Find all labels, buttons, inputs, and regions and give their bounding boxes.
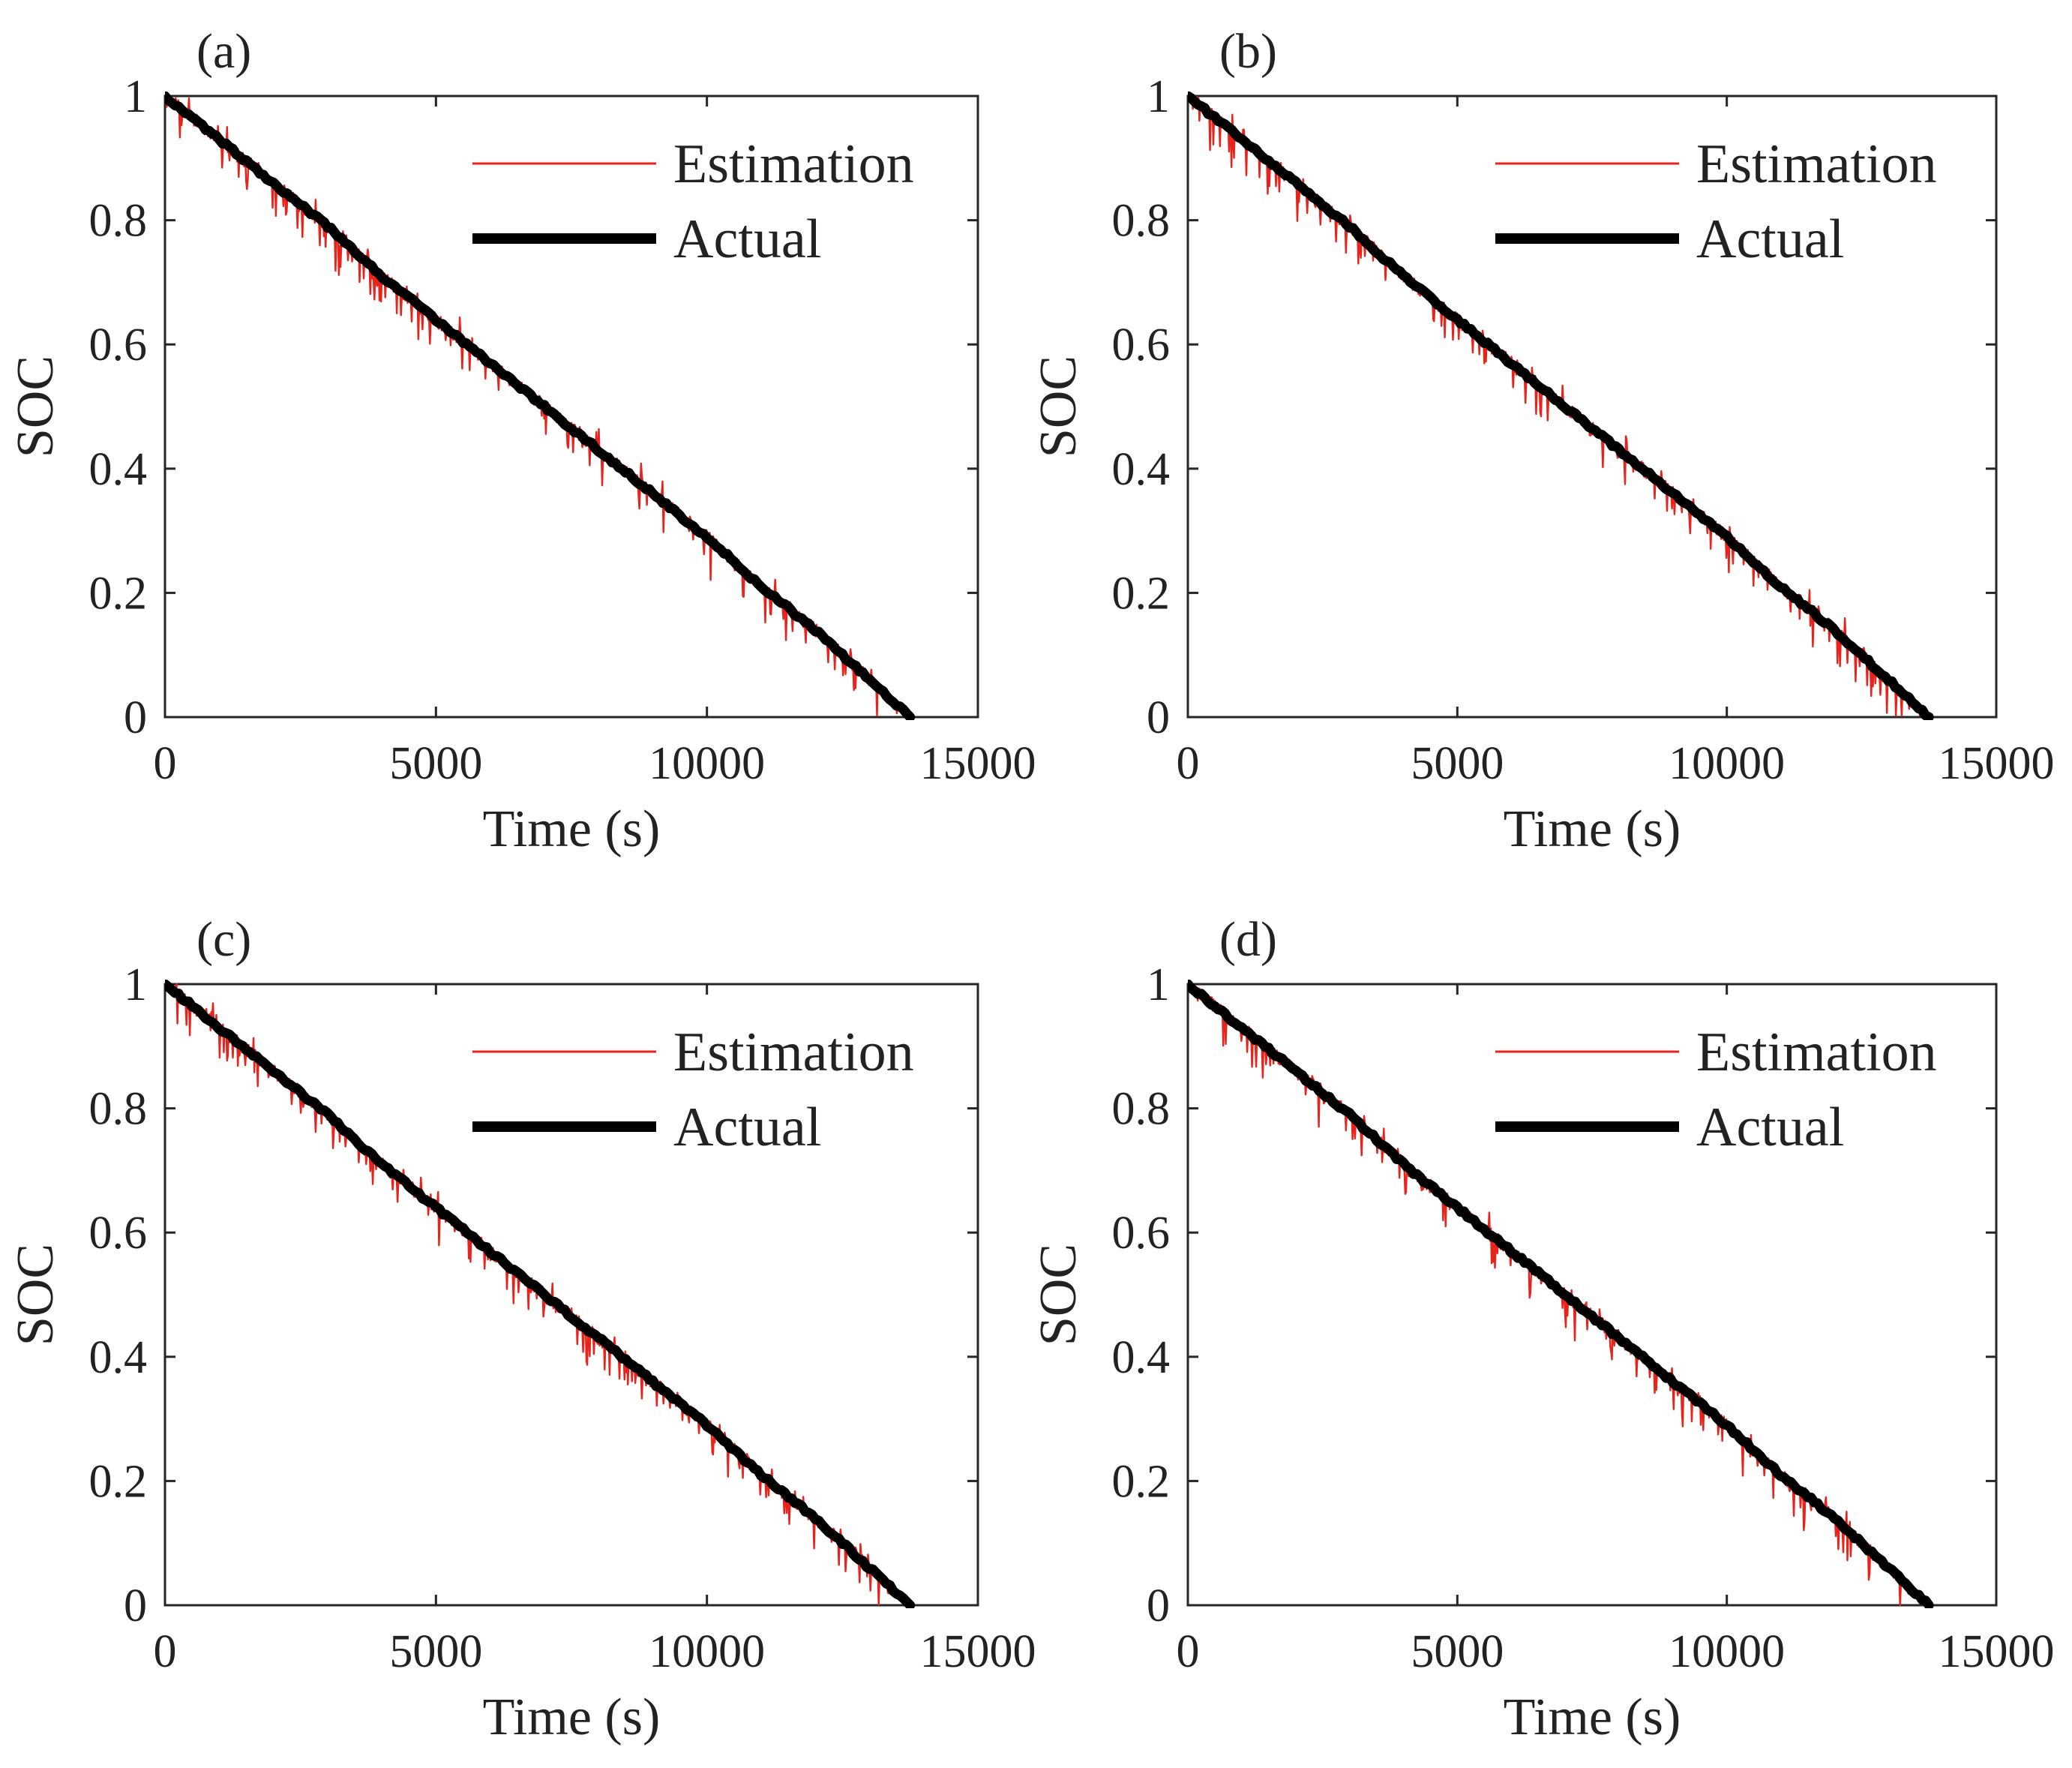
panel-c-ytick-label: 1	[124, 959, 147, 1010]
panel-b-xtick-label: 5000	[1411, 738, 1504, 789]
panel-c-ytick-label: 0	[124, 1580, 147, 1631]
panel-b-letter: (b)	[1219, 24, 1277, 79]
panel-b-xlabel: Time (s)	[1504, 800, 1681, 858]
panel-c-xtick-label: 0	[154, 1626, 177, 1677]
panel-b-ytick-label: 0.8	[1112, 196, 1171, 247]
panel-d-ytick-label: 0.2	[1112, 1456, 1171, 1507]
panel-a-ytick-label: 0.6	[89, 320, 148, 371]
panel-a-legend-estimation-label: Estimation	[673, 134, 914, 195]
panel-b-ytick-label: 0	[1147, 692, 1170, 743]
panel-b-axes-box	[1186, 95, 1998, 719]
panel-c-xlabel: Time (s)	[483, 1688, 661, 1746]
panel-a-xtick-label: 5000	[389, 738, 482, 789]
panel-c-letter: (c)	[196, 912, 251, 967]
panel-c-ytick-label: 0.2	[89, 1456, 148, 1507]
panel-b-ylabel: SOC	[1030, 356, 1087, 458]
panel-a-axes-box	[163, 95, 979, 719]
panel-d-legend-actual-label: Actual	[1696, 1097, 1844, 1158]
panel-d-ytick-label: 0.8	[1112, 1084, 1171, 1135]
panel-a-letter: (a)	[196, 24, 251, 79]
panel-a-ytick-label: 0.4	[89, 444, 148, 495]
panel-c-ytick-label: 0.6	[89, 1208, 148, 1259]
panel-d-series-actual	[1188, 980, 1934, 1608]
panel-d-ytick-label: 1	[1147, 959, 1170, 1010]
panel-c-ytick-label: 0.8	[89, 1084, 148, 1135]
panel-b-xtick-label: 10000	[1669, 738, 1785, 789]
panel-c-ylabel: SOC	[7, 1244, 64, 1346]
panel-c-xtick-label: 15000	[920, 1626, 1036, 1677]
panel-d-data	[1188, 980, 1934, 1608]
panel-c-series-actual	[165, 980, 916, 1608]
panel-c-xtick-label: 5000	[389, 1626, 482, 1677]
panel-a-legend-actual-label: Actual	[673, 209, 821, 270]
panel-a-ytick-label: 1	[124, 71, 147, 122]
panel-d: 0 5000 10000 15000 0 0.2 0.4 0.6 0.8 1 Time (s) SOC…	[1030, 912, 2055, 1746]
panel-b-ytick-label: 1	[1147, 71, 1170, 122]
panel-a-xtick-label: 15000	[920, 738, 1036, 789]
panel-c-axes-box	[163, 983, 979, 1607]
panel-d-ylabel: SOC	[1030, 1244, 1087, 1346]
panel-c: 0 5000 10000 15000 0 0.2 0.4 0.6 0.8 1 Time (s) SOC…	[7, 912, 1036, 1746]
panel-a-xtick-label: 10000	[649, 738, 765, 789]
panel-b-legend-actual-label: Actual	[1696, 209, 1844, 270]
panel-b-ytick-label: 0.4	[1112, 444, 1171, 495]
panel-b-xtick-label: 0	[1177, 738, 1200, 789]
panel-d-ytick-label: 0	[1147, 1580, 1170, 1631]
panel-b: 0 5000 10000 15000 0 0.2 0.4 0.6 0.8 1 Time (s) SOC…	[1030, 24, 2055, 858]
panel-d-xtick-label: 10000	[1669, 1626, 1785, 1677]
panel-b-legend-estimation-label: Estimation	[1696, 134, 1937, 195]
panel-c-ytick-label: 0.4	[89, 1332, 148, 1383]
panel-d-ytick-label: 0.4	[1112, 1332, 1171, 1383]
panel-b-ytick-label: 0.6	[1112, 320, 1171, 371]
panel-d-xtick-label: 0	[1177, 1626, 1200, 1677]
panel-c-legend-estimation-label: Estimation	[673, 1022, 914, 1083]
panel-a-data	[165, 92, 916, 720]
panel-d-ytick-label: 0.6	[1112, 1208, 1171, 1259]
panel-d-axes-box	[1186, 983, 1998, 1607]
panel-d-xtick-label: 5000	[1411, 1626, 1504, 1677]
panel-a-ytick-label: 0.2	[89, 568, 148, 619]
panel-a-xlabel: Time (s)	[483, 800, 661, 858]
panel-d-legend-estimation-label: Estimation	[1696, 1022, 1937, 1083]
panel-a-xtick-label: 0	[154, 738, 177, 789]
panel-c-legend-actual-label: Actual	[673, 1097, 821, 1158]
panel-a-ytick-label: 0.8	[89, 196, 148, 247]
panel-c-data	[165, 980, 916, 1608]
panel-d-letter: (d)	[1219, 912, 1277, 967]
panel-b-xtick-label: 15000	[1939, 738, 2055, 789]
panel-b-ytick-label: 0.2	[1112, 568, 1171, 619]
panel-b-data	[1188, 92, 1934, 720]
panel-a-series-actual	[165, 92, 916, 720]
panel-a-ylabel: SOC	[7, 356, 64, 458]
panel-d-xlabel: Time (s)	[1504, 1688, 1681, 1746]
panel-b-series-actual	[1188, 92, 1934, 720]
panel-a-ytick-label: 0	[124, 692, 147, 743]
panel-a: 0 5000 10000 15000 0 0.2 0.4 0.6 0.8 1 Time (s) SOC…	[7, 24, 1036, 858]
panel-d-xtick-label: 15000	[1939, 1626, 2055, 1677]
panel-c-xtick-label: 10000	[649, 1626, 765, 1677]
